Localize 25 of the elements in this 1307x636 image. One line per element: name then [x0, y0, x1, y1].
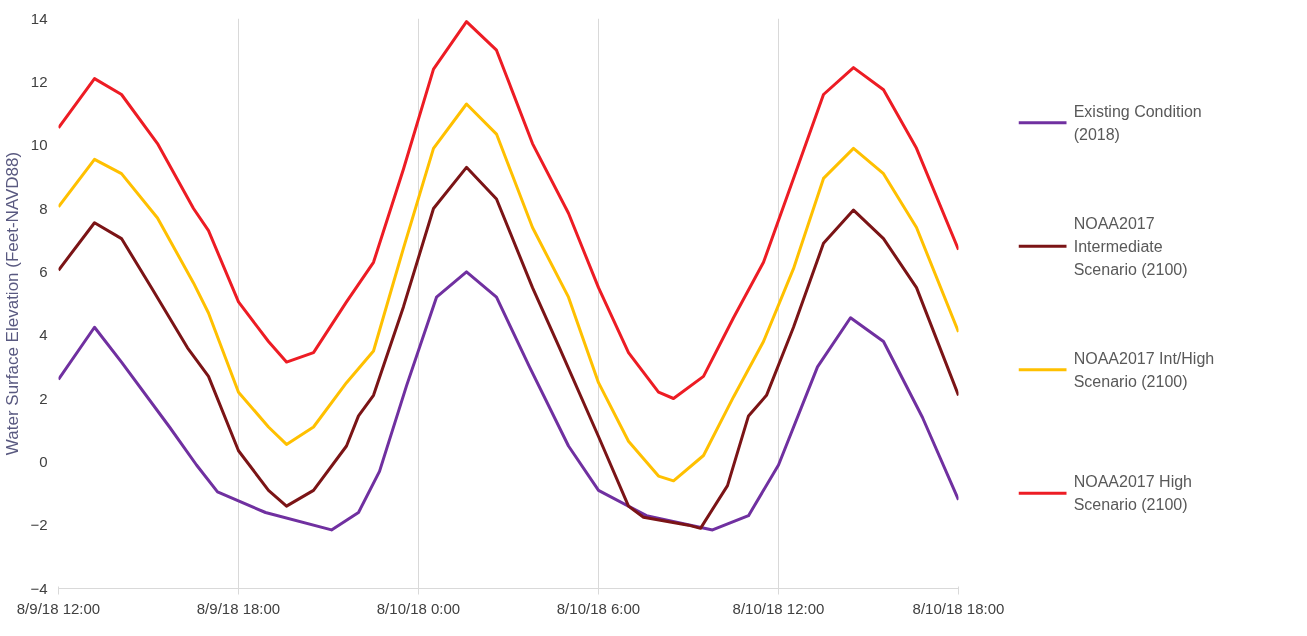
legend-label: NOAA2017 Intermediate Scenario (2100) [1073, 214, 1188, 278]
line-series [58, 20, 959, 400]
x-tick-label: 8/10/18 18:00 [912, 599, 1005, 617]
y-tick-label: −2 [30, 516, 48, 534]
x-tick-label: 8/10/18 12:00 [732, 599, 825, 617]
y-tick-label: 2 [39, 389, 48, 407]
y-tick-label: 10 [30, 136, 48, 154]
line-series [58, 102, 959, 483]
x-tick-label: 8/9/18 18:00 [196, 599, 281, 617]
y-tick-label: 12 [30, 72, 48, 90]
line-series [58, 270, 959, 532]
legend-label: Existing Condition (2018) [1073, 102, 1202, 143]
y-tick-label: 14 [30, 9, 48, 27]
x-tick-label: 8/10/18 6:00 [556, 599, 641, 617]
x-tick-label: 8/10/18 0:00 [376, 599, 461, 617]
y-axis-title: Water Surface Elevation (Feet-NAVD88) [3, 151, 23, 456]
y-tick-label: 6 [39, 262, 48, 280]
x-tick-label: 8/9/18 12:00 [16, 599, 101, 617]
legend-label: NOAA2017 Int/High Scenario (2100) [1073, 349, 1215, 390]
y-tick-label: 8 [39, 199, 48, 217]
line-series [58, 165, 959, 530]
y-tick-label: 0 [39, 452, 48, 470]
legend-label: NOAA2017 High Scenario (2100) [1073, 473, 1192, 514]
y-tick-label: 4 [39, 326, 48, 344]
y-tick-label: −4 [30, 579, 48, 597]
